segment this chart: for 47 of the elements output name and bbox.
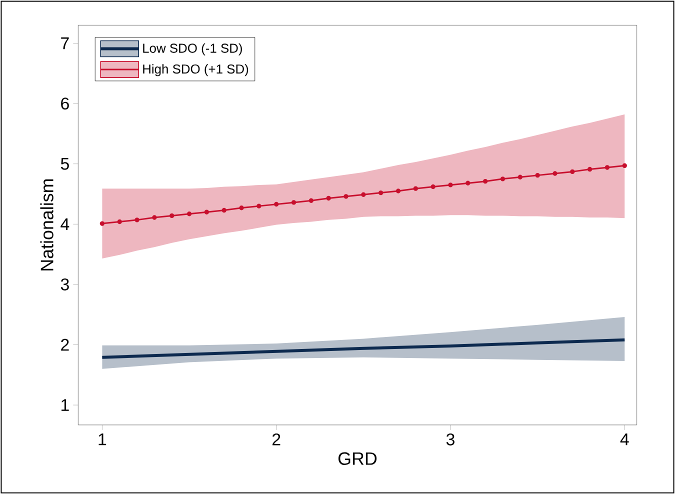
x-tick-label: 4 bbox=[620, 433, 629, 446]
point bbox=[308, 198, 314, 203]
y-tick-label: 6 bbox=[61, 98, 69, 110]
point bbox=[482, 178, 488, 184]
point bbox=[518, 174, 522, 180]
point bbox=[274, 202, 279, 207]
point bbox=[256, 204, 262, 208]
point bbox=[291, 200, 296, 205]
x-tick-label: 2 bbox=[272, 433, 280, 446]
point bbox=[100, 221, 105, 226]
point bbox=[134, 218, 140, 222]
legend-label: High SDO (+1 SD) bbox=[143, 64, 248, 76]
y-tick-label: 4 bbox=[60, 218, 70, 230]
point bbox=[413, 186, 418, 191]
y-tick-label: 3 bbox=[60, 278, 69, 290]
y-axis-title: Nationalism bbox=[40, 179, 54, 270]
point bbox=[204, 210, 210, 214]
point bbox=[604, 165, 610, 170]
point bbox=[222, 208, 226, 213]
line-series bbox=[100, 338, 626, 359]
point bbox=[344, 194, 348, 199]
point bbox=[239, 205, 244, 210]
y-tick-label: 2 bbox=[61, 338, 69, 351]
y-tick-label: 1 bbox=[62, 399, 69, 411]
x-tick-label: 1 bbox=[98, 433, 106, 446]
point bbox=[186, 212, 192, 216]
point bbox=[117, 219, 122, 224]
point bbox=[326, 196, 331, 201]
point bbox=[622, 163, 627, 168]
point bbox=[535, 172, 540, 178]
x-axis-title: GRD bbox=[338, 452, 377, 465]
point bbox=[552, 171, 558, 176]
legend-label: Low SDO (-1 SD) bbox=[143, 43, 242, 56]
point bbox=[587, 166, 592, 172]
point bbox=[152, 215, 157, 220]
point bbox=[500, 176, 506, 182]
point bbox=[361, 192, 366, 197]
y-tick-label: 7 bbox=[61, 37, 69, 50]
y-tick-label: 5 bbox=[60, 158, 69, 170]
point bbox=[430, 184, 436, 190]
point bbox=[448, 182, 453, 188]
point bbox=[466, 180, 470, 186]
point bbox=[396, 188, 401, 194]
point bbox=[170, 213, 174, 218]
point bbox=[378, 190, 384, 196]
x-tick-label: 3 bbox=[446, 433, 454, 446]
point bbox=[570, 169, 575, 174]
